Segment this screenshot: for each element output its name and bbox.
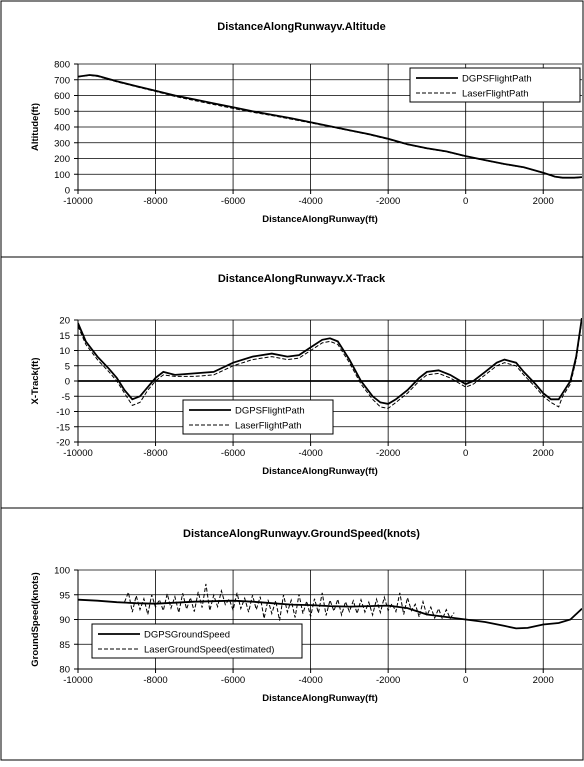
y-tick-label: 800 [54, 60, 70, 71]
y-tick-label: 100 [54, 566, 70, 577]
y-tick-label: 20 [59, 316, 70, 327]
x-tick-label: -4000 [298, 196, 322, 207]
y-tick-label: -15 [56, 422, 70, 433]
xtrack-chart-panel: DistanceAlongRunwayv.X-Track -20 -15 -10 -5 0… [0, 256, 584, 509]
x-tick-label: -2000 [376, 448, 400, 459]
x-tick-label: -2000 [376, 196, 400, 207]
y-tick-label: 5 [65, 361, 70, 372]
y-tick-label: 10 [59, 346, 70, 357]
x-tick-label: 2000 [533, 196, 554, 207]
x-tick-label: -10000 [63, 448, 93, 459]
x-tick-label: -10000 [63, 196, 93, 207]
y-tick-label: 100 [54, 170, 70, 181]
x-tick-label: 0 [463, 448, 468, 459]
legend-label: LaserFlightPath [462, 89, 529, 100]
y-tick-label: 85 [59, 640, 70, 651]
y-tick-label: 95 [59, 590, 70, 601]
x-tick-label: -2000 [376, 675, 400, 686]
y-tick-label: 0 [65, 377, 70, 388]
y-tick-label: -5 [62, 392, 70, 403]
y-tick-label: 15 [59, 331, 70, 342]
series-line-DGPSGroundSpeed [78, 598, 582, 630]
y-tick-label: 700 [54, 75, 70, 86]
legend-label: LaserFlightPath [235, 421, 302, 432]
y-tick-label: 200 [54, 154, 70, 165]
altitude-chart-panel: DistanceAlongRunwayv.Altitude 0 100 200 300 4… [0, 0, 584, 258]
series-line-LaserFlightPath [78, 319, 582, 409]
y-tick-label: -20 [56, 438, 70, 449]
legend-label: LaserGroundSpeed(estimated) [144, 645, 274, 656]
series-line-LaserGroundSpeed(estimated) [124, 583, 455, 621]
y-tick-label: 0 [65, 186, 70, 197]
chart-title: DistanceAlongRunwayv.GroundSpeed(knots) [183, 528, 420, 540]
x-axis-label: DistanceAlongRunway(ft) [262, 466, 378, 477]
x-tick-label: -6000 [221, 675, 245, 686]
x-tick-label: -8000 [143, 448, 167, 459]
panel-border [0, 507, 584, 761]
legend-box [91, 623, 303, 659]
y-tick-label: 90 [59, 615, 70, 626]
x-tick-label: 2000 [533, 675, 554, 686]
x-tick-label: -8000 [143, 196, 167, 207]
series-line-LaserFlightPath [78, 74, 582, 179]
series-line-DGPSFlightPath [78, 318, 582, 405]
chart-title: DistanceAlongRunwayv.X-Track [218, 273, 386, 285]
y-tick-label: 500 [54, 107, 70, 118]
y-tick-label: 600 [54, 91, 70, 102]
x-tick-label: 2000 [533, 448, 554, 459]
x-tick-label: -10000 [63, 675, 93, 686]
x-tick-label: -4000 [298, 675, 322, 686]
x-tick-label: 0 [463, 196, 468, 207]
y-tick-label: 80 [59, 665, 70, 676]
legend-box [182, 399, 334, 435]
y-axis-label: GroundSpeed(knots) [30, 572, 41, 666]
legend-label: DGPSFlightPath [462, 74, 532, 85]
legend-label: DGPSFlightPath [235, 406, 305, 417]
legend-label: DGPSGroundSpeed [144, 630, 230, 641]
x-tick-label: -8000 [143, 675, 167, 686]
chart-title: DistanceAlongRunwayv.Altitude [217, 21, 385, 33]
y-axis-label: X-Track(ft) [30, 358, 41, 405]
y-axis-label: Altitude(ft) [30, 103, 41, 151]
y-tick-label: 300 [54, 138, 70, 149]
x-axis-label: DistanceAlongRunway(ft) [262, 214, 378, 225]
x-tick-label: -4000 [298, 448, 322, 459]
x-tick-label: 0 [463, 675, 468, 686]
y-tick-label: -10 [56, 407, 70, 418]
x-tick-label: -6000 [221, 196, 245, 207]
x-axis-label: DistanceAlongRunway(ft) [262, 693, 378, 704]
x-tick-label: -6000 [221, 448, 245, 459]
groundspeed-chart-panel: DistanceAlongRunwayv.GroundSpeed(knots) 8… [0, 507, 584, 761]
legend-box [409, 67, 581, 103]
y-tick-label: 400 [54, 123, 70, 134]
